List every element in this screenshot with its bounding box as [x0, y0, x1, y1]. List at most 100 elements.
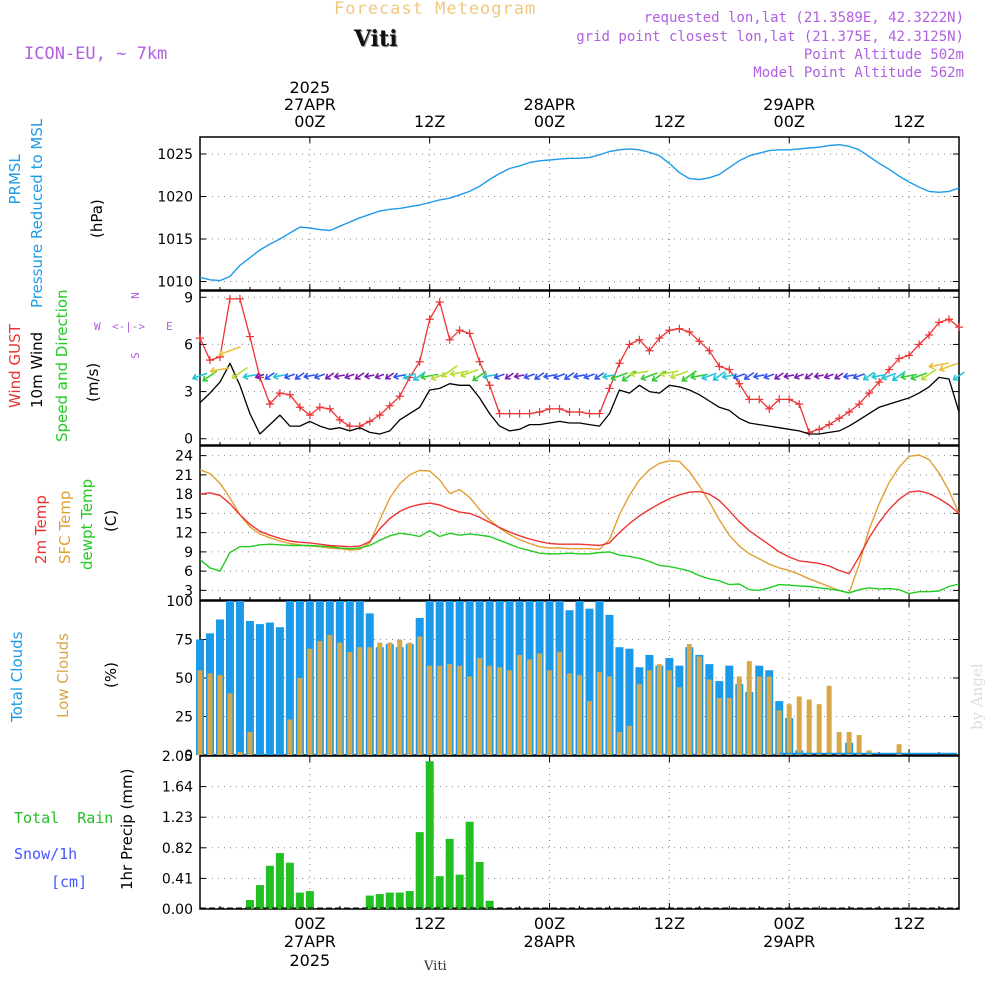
wind-arrow-shape: [218, 346, 241, 357]
rain-bar: [455, 874, 464, 909]
low-clouds-bar: [666, 670, 672, 755]
wind-arrow-shape: [804, 372, 814, 380]
wind-arrow-shape: [594, 372, 605, 380]
low-clouds-bar: [287, 719, 293, 755]
wind-gust-marker: [915, 340, 924, 349]
wind-direction-arrow-icon: [419, 373, 439, 381]
chart-title: Forecast Meteogram: [334, 0, 537, 19]
compass-arrow-icon: <-|->: [112, 320, 146, 333]
wind-gust-marker: [465, 329, 474, 338]
low-clouds-bar: [417, 636, 423, 755]
low-clouds-bar: [836, 731, 842, 755]
y-tick-label: 1015: [157, 232, 193, 248]
wind-direction-arrow-icon: [700, 372, 717, 381]
wind-gust-marker: [435, 298, 444, 306]
low-clouds-bar: [247, 731, 253, 755]
wind-gust-marker: [875, 378, 884, 387]
wind-gust-marker: [535, 408, 544, 416]
wind-arrow-shape: [880, 372, 897, 381]
rain-bar: [435, 876, 444, 909]
wind-gust-marker: [755, 395, 764, 404]
wind-direction-arrow-icon: [763, 373, 775, 380]
wind-arrow-shape: [482, 372, 497, 380]
bottom-date-label: 27APR: [284, 932, 336, 951]
wind-direction-arrow-icon: [459, 368, 479, 379]
wind-direction-arrow-icon: [651, 370, 667, 382]
y-tick-label: 75: [175, 633, 193, 649]
pressure-line: [199, 143, 960, 282]
top-date-label: 27APR: [284, 95, 336, 114]
wind-arrow-shape: [928, 362, 949, 370]
low-clouds-bar: [567, 673, 573, 755]
wind-direction-arrow-icon: [610, 372, 628, 382]
y-tick-label: 6: [184, 564, 193, 580]
wind-gust-marker: [805, 428, 814, 437]
temp-2m-line: [199, 490, 960, 575]
low-clouds-bar: [756, 676, 762, 755]
low-clouds-bar: [606, 676, 612, 755]
total-clouds-bar: [255, 624, 264, 755]
wind-arrow-shape: [459, 368, 479, 379]
low-clouds-bar: [586, 701, 592, 755]
low-clouds-bar: [736, 676, 742, 755]
wind-direction-arrow-icon: [313, 373, 326, 380]
y-tick-label: 1.23: [162, 810, 193, 826]
wind-gust-marker: [945, 315, 954, 324]
low-clouds-bar: [357, 647, 363, 755]
rain-bar: [365, 895, 374, 909]
low-clouds-bar: [237, 751, 243, 755]
wind-gust-marker: [235, 294, 244, 303]
low-clouds-bar: [477, 657, 483, 755]
wind-direction-arrow-icon: [842, 372, 855, 380]
wind-arrow-shape: [313, 373, 326, 380]
wind-direction-arrow-icon: [264, 372, 275, 380]
low-clouds-bar: [307, 648, 313, 755]
wind-gust-marker: [725, 365, 734, 374]
wind-gust-marker: [485, 381, 494, 390]
y-tick-label: 21: [175, 468, 193, 484]
rain-bar: [265, 865, 274, 909]
low-clouds-bar: [377, 642, 383, 755]
wind-gust-marker: [665, 326, 674, 335]
wind-direction-arrow-icon: [813, 372, 824, 380]
wind-arrow-shape: [700, 372, 717, 381]
panel-frame: [199, 445, 960, 601]
low-clouds-bar: [656, 664, 662, 755]
y-tick-label: 100: [166, 594, 193, 610]
wind-direction-arrow-icon: [441, 365, 458, 378]
wind-direction-arrow-icon: [272, 372, 287, 380]
wind-direction-arrow-icon: [804, 372, 814, 380]
wind-direction-arrow-icon: [793, 372, 804, 380]
wind-direction-arrow-icon: [712, 371, 726, 381]
wind-arrow-shape: [324, 372, 335, 380]
y-tick-label: 25: [175, 710, 193, 726]
snow-unit-label: [cm]: [51, 873, 88, 891]
low-clouds-bar: [197, 670, 203, 755]
rain-bar: [305, 891, 314, 909]
total-clouds-bar: [285, 601, 294, 755]
wind-gust-marker: [395, 392, 404, 401]
point-altitude: Point Altitude 502m: [803, 47, 964, 63]
top-date-label: 28APR: [524, 95, 576, 114]
bottom-year-label: 2025: [289, 951, 330, 970]
wind-gust-marker: [205, 356, 214, 365]
wind-direction-arrow-icon: [928, 362, 949, 370]
y-tick-label: 0.00: [162, 902, 193, 918]
wind-arrow-shape: [513, 372, 525, 380]
wind-direction-arrow-icon: [891, 370, 906, 382]
wind-gust-marker: [905, 351, 914, 360]
bottom-hour-label: 12Z: [654, 914, 685, 933]
low-clouds-bar: [796, 696, 802, 755]
wind-arrow-shape: [834, 372, 844, 380]
wind-arrow-shape: [852, 373, 865, 381]
low-clouds-bar: [507, 670, 513, 755]
rain-bar: [245, 900, 254, 909]
low-clouds-bar: [806, 699, 812, 755]
low-clouds-bar: [367, 647, 373, 755]
wind-direction-arrow-icon: [472, 370, 487, 382]
low-clouds-bar: [457, 665, 463, 755]
wind-compass: N W <-|-> E S: [90, 288, 180, 363]
wind-arrow-shape: [774, 372, 784, 380]
rain-bar: [295, 892, 304, 909]
wind-direction-arrow-icon: [594, 372, 605, 380]
